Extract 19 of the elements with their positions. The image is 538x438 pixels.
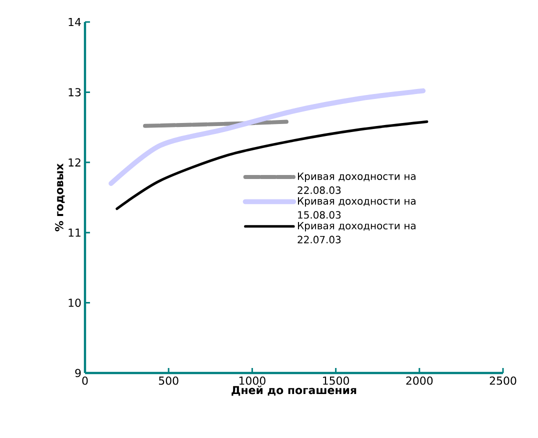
y-tick-label: 14 [68,18,81,26]
legend-label: Кривая доходности на 22.07.03 [298,222,416,244]
y-tick-label: 13 [68,88,81,96]
x-tick-label: 500 [158,376,178,385]
x-tick-label: 1000 [239,376,266,385]
y-tick-label: 12 [68,158,80,166]
x-axis-title: Дней до погашения [232,386,356,396]
x-tick-label: 2500 [490,376,516,385]
legend-label: Кривая доходности на 22.08.03 [298,172,416,194]
y-axis-title: % годовых [55,163,65,232]
x-tick-label: 2000 [406,376,433,385]
y-tick-label: 11 [68,228,80,237]
y-tick-label: 10 [68,298,81,307]
x-tick-label: 1500 [323,376,349,385]
y-tick-label: 9 [75,368,81,378]
line-series [108,88,426,186]
legend-label: Кривая доходности на 15.08.03 [298,197,416,219]
line-series [116,120,428,210]
x-tick-label: 0 [82,376,88,385]
